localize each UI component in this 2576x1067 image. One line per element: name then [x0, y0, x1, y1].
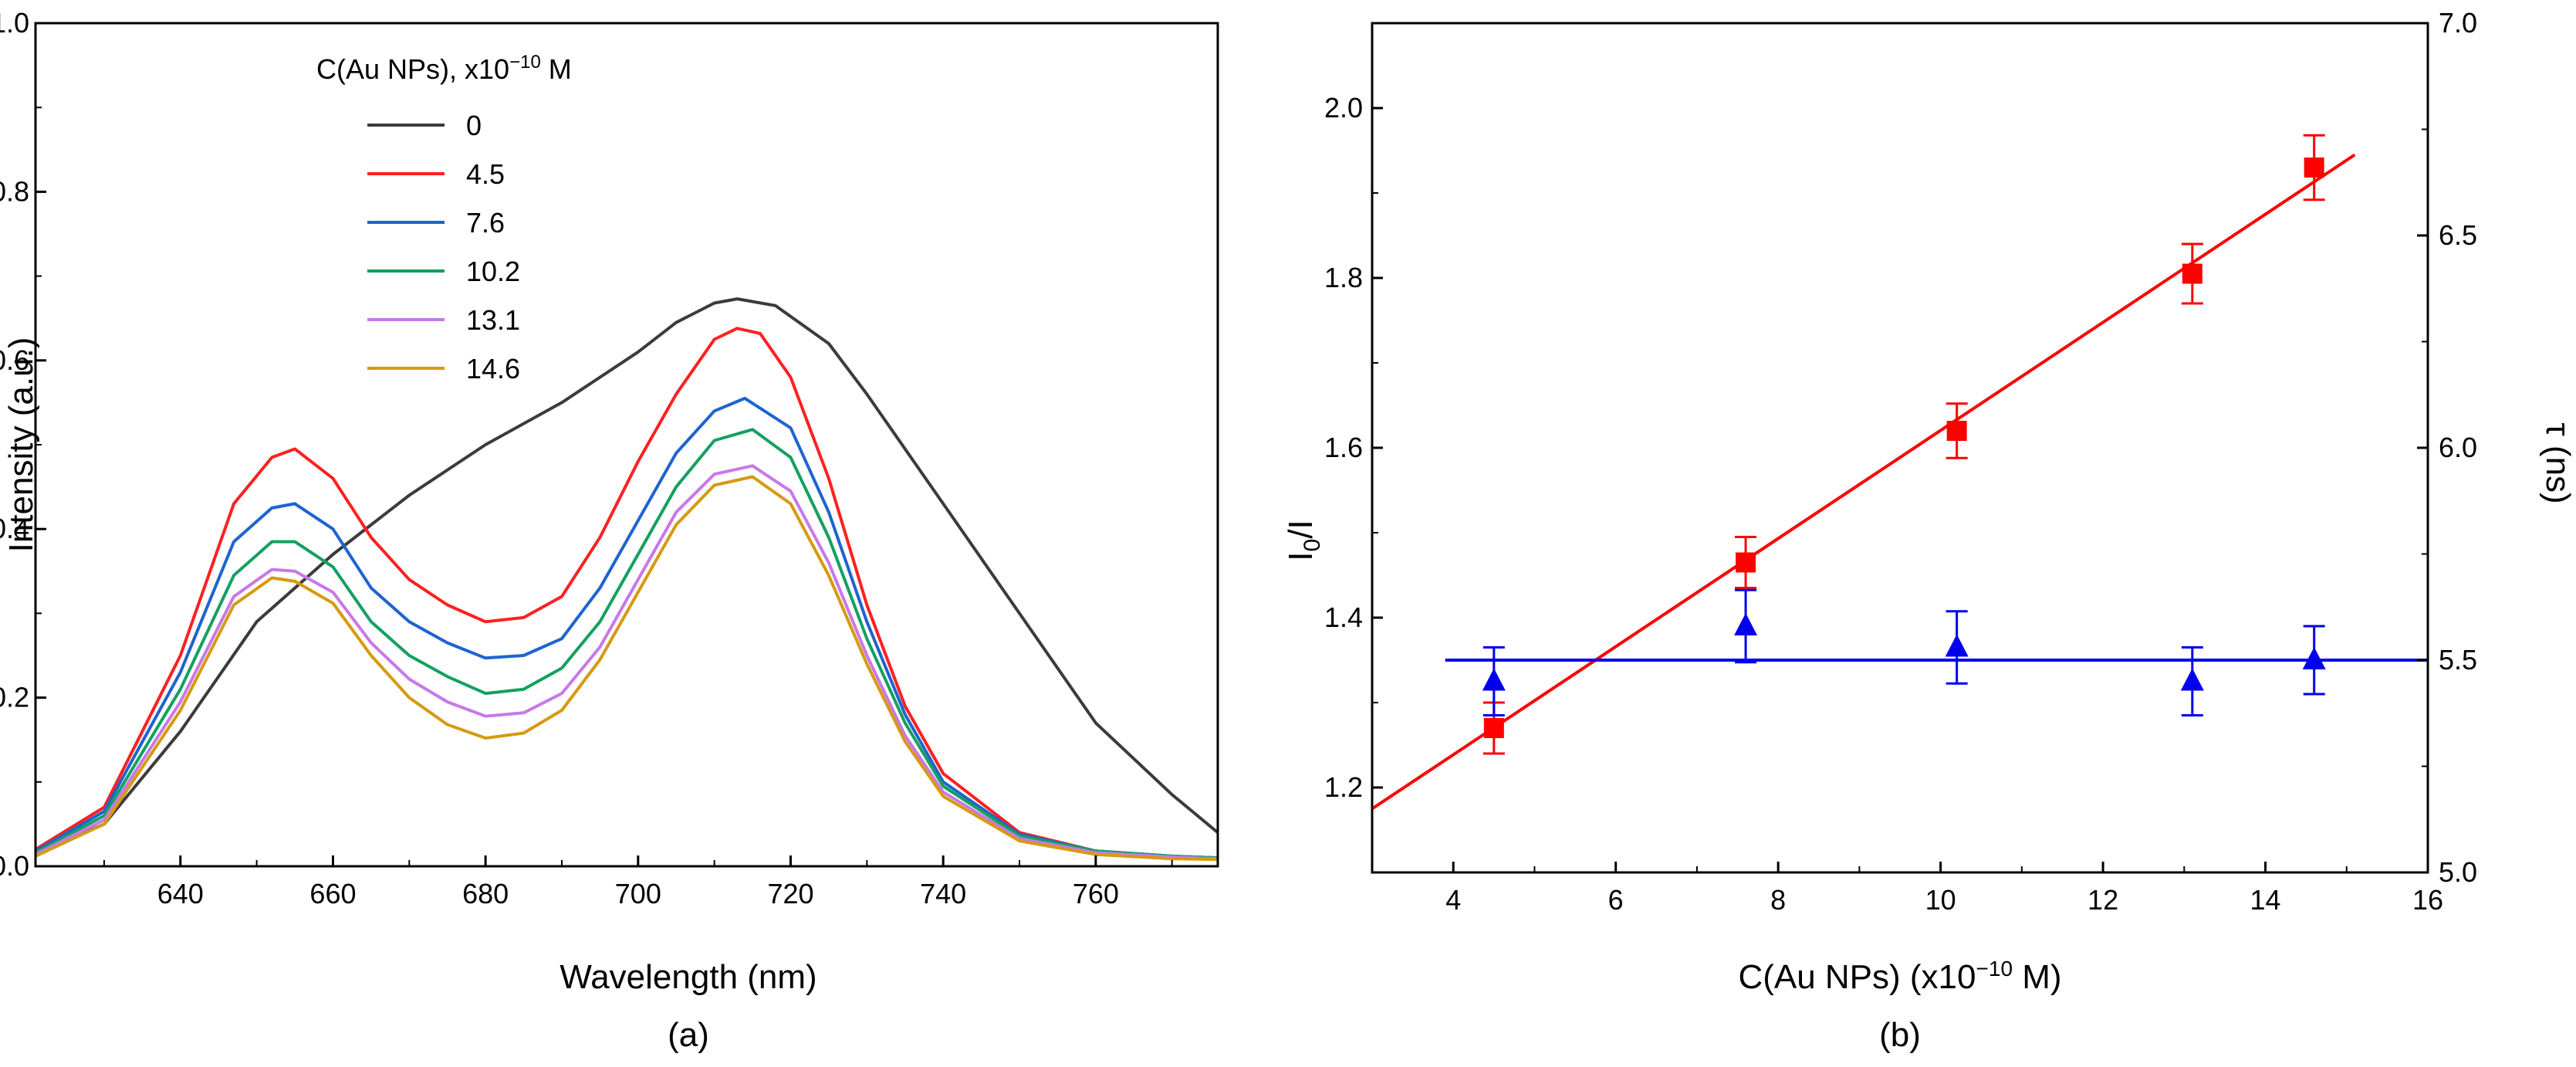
x-label-unit: M) — [2013, 958, 2062, 996]
panel-b-right-y-axis-label: τ (ns) — [2539, 422, 2576, 503]
spectrum-line-4-5 — [34, 327, 1219, 860]
x-tick-label: 660 — [309, 878, 356, 909]
panel-b-data-points — [1482, 134, 2326, 755]
y-tick-label: 0.8 — [0, 175, 29, 207]
y-tick-label: 0.0 — [0, 850, 29, 882]
panel-a-spectra: 640 660 680 700 720 740 760 0.0 0.2 0.4 0.6 0.8 1.0… — [0, 7, 1219, 1054]
panel-a-x-ticks: 640 660 680 700 720 740 760 — [103, 855, 1173, 909]
triangle-marker — [1482, 668, 1506, 691]
panel-a-plot-frame — [34, 22, 1219, 868]
left-y-label-tail: /I — [1282, 520, 1320, 538]
x-tick-label: 700 — [615, 878, 661, 909]
triangle-marker — [2302, 647, 2326, 669]
tau-data-point — [2302, 625, 2326, 696]
tau-data-point — [1945, 610, 1969, 685]
spectrum-line-7-6 — [35, 396, 1219, 860]
panel-b-x-axis-label: C(Au NPs) (x10−10 M) — [1738, 957, 2061, 996]
triangle-marker — [2180, 668, 2204, 691]
spectra-series-group — [34, 297, 1219, 862]
panel-a-y-ticks: 0.0 0.2 0.4 0.6 0.8 1.0 — [0, 7, 46, 882]
panel-b-stern-volmer: 4 6 8 10 12 14 16 1.2 1.4 1.6 1.8 2.0 5.0 5.5 6.0 6.5… — [1282, 7, 2576, 1054]
right-y-tick-label: 6.5 — [2439, 219, 2477, 251]
legend-title-exponent: −10 — [509, 52, 541, 73]
panel-b-caption: (b) — [1879, 1016, 1921, 1054]
left-y-tick-label: 1.2 — [1324, 771, 1363, 803]
io-data-point — [1735, 536, 1757, 589]
x-tick-label: 12 — [2088, 884, 2118, 916]
panel-b-left-y-axis-label: I0/I — [1282, 520, 1325, 561]
legend-label-7-6: 7.6 — [466, 207, 505, 239]
tau-data-point — [1734, 588, 1758, 664]
legend-title-unit: M — [541, 53, 572, 85]
y-tick-label: 1.0 — [0, 7, 29, 39]
left-y-label-subscript: 0 — [1300, 539, 1325, 552]
panel-b-x-ticks: 4 6 8 10 12 14 16 — [1371, 862, 2443, 916]
x-tick-label: 740 — [920, 878, 966, 909]
panel-a-y-axis-label: Intensity (a.u.) — [2, 337, 40, 553]
triangle-marker — [1945, 634, 1969, 657]
x-label-exponent: −10 — [1976, 957, 2013, 981]
panel-a-x-axis-label: Wavelength (nm) — [559, 958, 816, 996]
right-y-tick-label: 5.5 — [2439, 644, 2477, 676]
left-y-tick-label: 1.6 — [1324, 432, 1363, 463]
square-marker — [1483, 718, 1504, 738]
square-marker — [1736, 552, 1756, 573]
legend-title: C(Au NPs), x10−10 M — [316, 52, 572, 85]
x-tick-label: 640 — [157, 878, 204, 909]
spectrum-line-14-6 — [35, 475, 1219, 862]
legend-label-4-5: 4.5 — [466, 158, 505, 190]
x-tick-label: 8 — [1770, 884, 1786, 916]
tau-data-point — [2180, 646, 2204, 716]
left-y-tick-label: 1.8 — [1324, 262, 1363, 293]
legend-label-14-6: 14.6 — [466, 353, 520, 384]
right-y-tick-label: 6.0 — [2439, 432, 2477, 463]
spectrum-line-13-1 — [35, 464, 1219, 861]
square-marker — [2304, 158, 2324, 178]
x-tick-label: 760 — [1073, 878, 1119, 909]
square-marker — [1946, 421, 1967, 441]
legend-label-10-2: 10.2 — [466, 256, 520, 287]
panel-b-fit-lines — [1371, 153, 2428, 811]
x-tick-label: 4 — [1445, 884, 1461, 916]
panel-b-left-y-ticks: 1.2 1.4 1.6 1.8 2.0 — [1324, 92, 1383, 873]
legend-label-0: 0 — [466, 110, 482, 141]
io-fit-line — [1371, 153, 2356, 811]
square-marker — [2182, 263, 2202, 284]
x-tick-label: 16 — [2412, 884, 2443, 916]
panel-b-right-y-ticks: 5.0 5.5 6.0 6.5 7.0 — [2417, 7, 2477, 888]
x-tick-label: 14 — [2250, 884, 2281, 916]
x-tick-label: 10 — [1925, 884, 1956, 916]
y-tick-label: 0.6 — [0, 344, 29, 376]
legend-title-main: C(Au NPs), x10 — [316, 53, 509, 85]
left-y-tick-label: 1.4 — [1324, 601, 1363, 633]
legend-label-13-1: 13.1 — [466, 304, 520, 336]
right-y-tick-label: 7.0 — [2439, 7, 2477, 39]
spectrum-line-0 — [35, 297, 1219, 855]
x-tick-label: 680 — [462, 878, 509, 909]
left-y-tick-label: 2.0 — [1324, 92, 1363, 124]
x-tick-label: 6 — [1608, 884, 1624, 916]
left-y-label-main: I — [1282, 551, 1320, 561]
right-y-tick-label: 5.0 — [2439, 856, 2477, 888]
io-data-point — [2181, 242, 2203, 305]
panel-a-legend: C(Au NPs), x10−10 M 0 4.5 7.6 10.2 13.1 14.6 — [316, 52, 572, 384]
x-label-main: C(Au NPs) (x10 — [1738, 958, 1976, 996]
y-tick-label: 0.2 — [0, 682, 29, 713]
panel-a-caption: (a) — [668, 1016, 709, 1054]
io-data-point — [1946, 402, 1968, 459]
x-tick-label: 720 — [767, 878, 813, 909]
y-tick-label: 0.4 — [0, 513, 29, 544]
io-data-point — [2303, 134, 2325, 202]
panel-b-plot-frame — [1371, 22, 2429, 874]
triangle-marker — [1734, 613, 1758, 635]
tau-data-point — [1482, 646, 1506, 716]
spectrum-line-10-2 — [35, 428, 1219, 860]
